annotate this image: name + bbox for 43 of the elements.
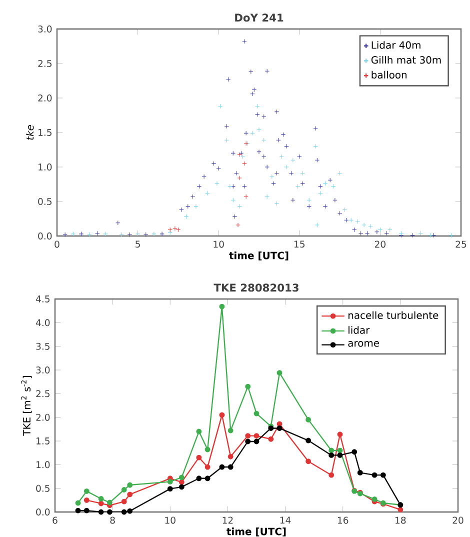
y-axis-title: TKE [m$^{2}$ s$^{-2}$] <box>21 376 32 436</box>
y-tick-label: 2.5 <box>36 390 50 398</box>
x-tick-label: 20 <box>452 516 464 524</box>
x-tick-label: 12 <box>222 516 233 524</box>
x-tick-label: 8 <box>110 516 115 524</box>
y-axis-title: tke <box>26 125 34 140</box>
y-tick-label: 0.5 <box>36 484 50 492</box>
legend-label: balloon <box>372 70 406 79</box>
x-tick-label: 25 <box>456 240 466 248</box>
x-tick-label: 20 <box>374 240 386 248</box>
x-tick-label: 16 <box>338 516 348 524</box>
y-tick-label: 1.5 <box>38 129 52 136</box>
y-tick-label: 0.0 <box>38 232 52 240</box>
y-tick-label: 0.5 <box>38 198 52 206</box>
x-axis-title: time [UTC] <box>229 252 288 260</box>
y-tick-label: 2.5 <box>38 60 52 68</box>
x-tick-label: 10 <box>214 240 224 248</box>
x-tick-label: 15 <box>294 240 305 248</box>
legend-label: Gillh mat 30m <box>371 56 441 64</box>
x-tick-label: 6 <box>52 516 58 524</box>
y-tick-label: 3.0 <box>36 366 50 374</box>
x-tick-label: 5 <box>136 240 140 248</box>
legend-label: nacelle turbulente <box>348 311 438 320</box>
y-tick-label: 4.0 <box>36 319 50 326</box>
y-tick-label: 1.0 <box>38 163 52 171</box>
y-tick-label: 2.0 <box>38 94 52 102</box>
y-tick-label: 2.0 <box>36 414 50 421</box>
y-tick-label: 4.5 <box>36 296 50 302</box>
y-tick-label: 1.0 <box>36 461 50 468</box>
chart-title: DoY 241 <box>235 14 284 22</box>
y-tick-label: 1.5 <box>36 438 50 444</box>
y-tick-label: 0.0 <box>36 508 50 516</box>
legend-label: lidar <box>348 326 370 334</box>
y-tick-label: 3.5 <box>36 342 50 350</box>
x-tick-label: 0 <box>54 240 60 248</box>
x-tick-label: 14 <box>280 516 291 524</box>
x-axis-title: time [UTC] <box>226 528 286 536</box>
legend-label: arome <box>348 341 380 347</box>
chart-title: TKE 28082013 <box>214 284 298 292</box>
y-tick-label: 3.0 <box>38 25 52 33</box>
x-tick-label: 18 <box>396 516 406 524</box>
legend-label: Lidar 40m <box>372 41 420 49</box>
x-tick-label: 10 <box>165 516 176 524</box>
